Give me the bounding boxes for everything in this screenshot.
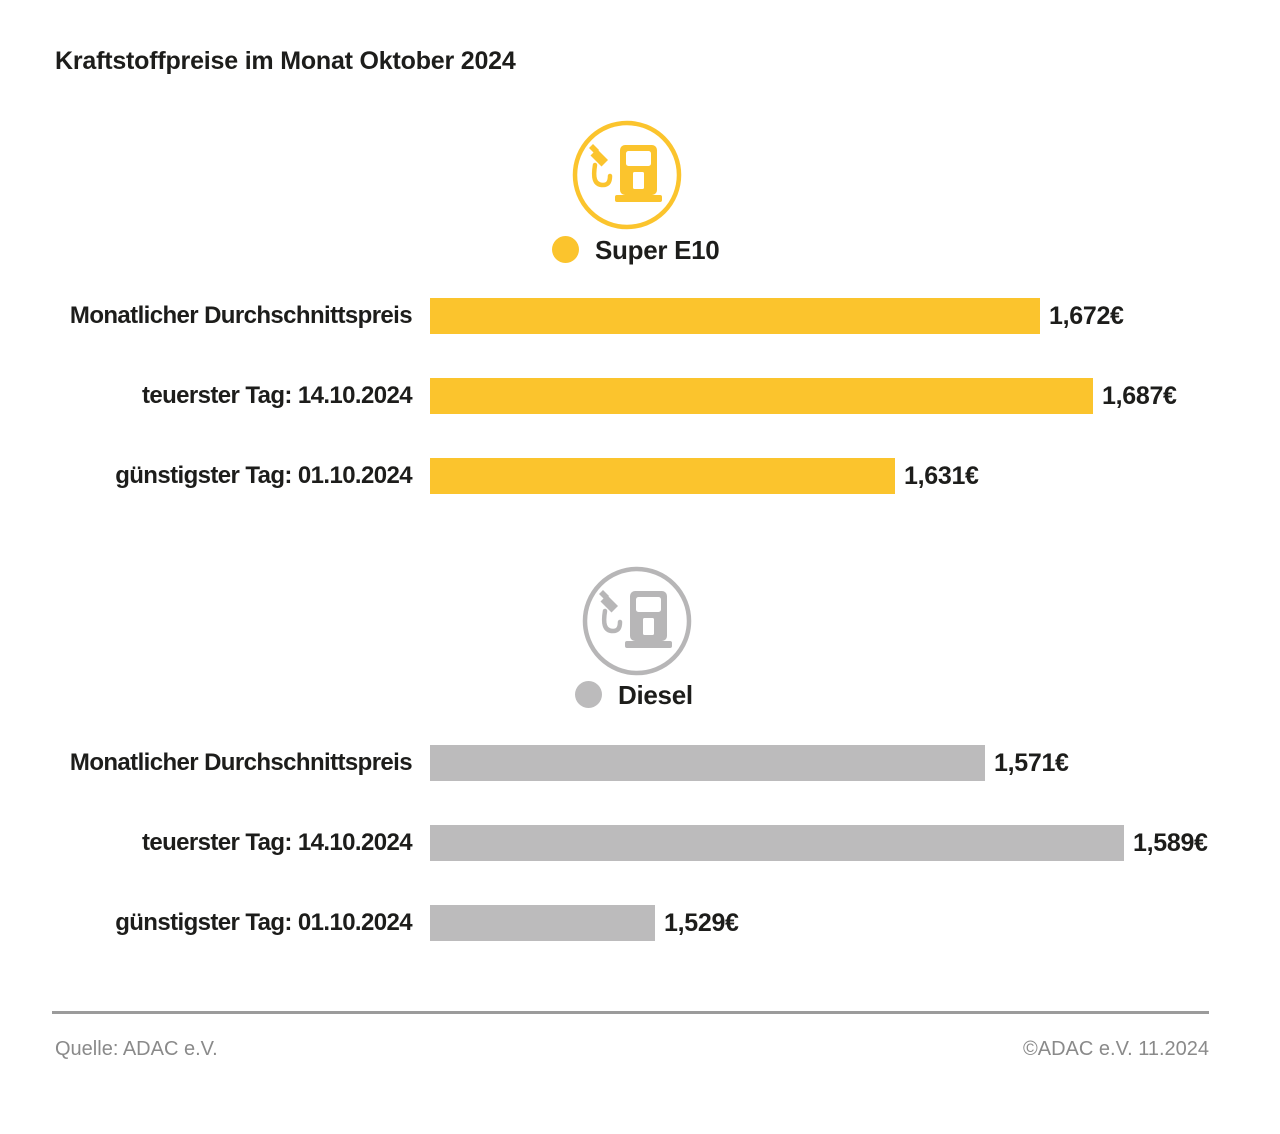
diesel-bars: Monatlicher Durchschnittspreis 1,571€ te… xyxy=(55,745,1208,985)
fuel-pump-icon xyxy=(582,566,692,676)
legend-diesel: Diesel xyxy=(575,681,693,708)
copyright-text: ©ADAC e.V. 11.2024 xyxy=(1023,1038,1209,1060)
fuel-pump-icon-diesel xyxy=(582,566,692,676)
bar-value: 1,672€ xyxy=(1049,301,1124,330)
fuel-pump-icon-super-e10 xyxy=(572,120,682,230)
legend-dot-diesel xyxy=(575,681,602,708)
bar-e10-average xyxy=(430,298,1040,334)
bar-e10-min xyxy=(430,458,895,494)
bar-label: teuerster Tag: 14.10.2024 xyxy=(141,829,413,856)
bar-diesel-max xyxy=(430,825,1124,861)
bar-label: günstigster Tag: 01.10.2024 xyxy=(115,909,412,936)
page-title: Kraftstoffpreise im Monat Oktober 2024 xyxy=(55,47,516,75)
bar-value: 1,589€ xyxy=(1133,828,1208,857)
bar-diesel-average xyxy=(430,745,985,781)
bar-value: 1,529€ xyxy=(664,908,739,937)
legend-label-super-e10: Super E10 xyxy=(595,234,720,265)
bar-row-e10-average: Monatlicher Durchschnittspreis 1,672€ xyxy=(55,298,1177,334)
bar-label: günstigster Tag: 01.10.2024 xyxy=(115,462,412,489)
bar-row-diesel-min: günstigster Tag: 01.10.2024 1,529€ xyxy=(55,905,1208,941)
bar-value: 1,687€ xyxy=(1102,381,1177,410)
legend-dot-super-e10 xyxy=(552,236,579,263)
legend-super-e10: Super E10 xyxy=(552,234,720,265)
bar-value: 1,631€ xyxy=(904,461,979,490)
bar-row-diesel-average: Monatlicher Durchschnittspreis 1,571€ xyxy=(55,745,1208,781)
bar-row-diesel-max: teuerster Tag: 14.10.2024 1,589€ xyxy=(55,825,1208,861)
bar-diesel-min xyxy=(430,905,655,941)
footer-divider xyxy=(52,1011,1209,1014)
bar-row-e10-max: teuerster Tag: 14.10.2024 1,687€ xyxy=(55,378,1177,414)
legend-label-diesel: Diesel xyxy=(618,679,693,710)
source-text: Quelle: ADAC e.V. xyxy=(55,1038,218,1060)
bar-e10-max xyxy=(430,378,1093,414)
bar-label: Monatlicher Durchschnittspreis xyxy=(69,302,413,329)
bar-value: 1,571€ xyxy=(994,748,1069,777)
super-e10-bars: Monatlicher Durchschnittspreis 1,672€ te… xyxy=(55,298,1177,538)
bar-row-e10-min: günstigster Tag: 01.10.2024 1,631€ xyxy=(55,458,1177,494)
fuel-pump-icon xyxy=(572,120,682,230)
bar-label: teuerster Tag: 14.10.2024 xyxy=(141,382,413,409)
bar-label: Monatlicher Durchschnittspreis xyxy=(69,749,413,776)
